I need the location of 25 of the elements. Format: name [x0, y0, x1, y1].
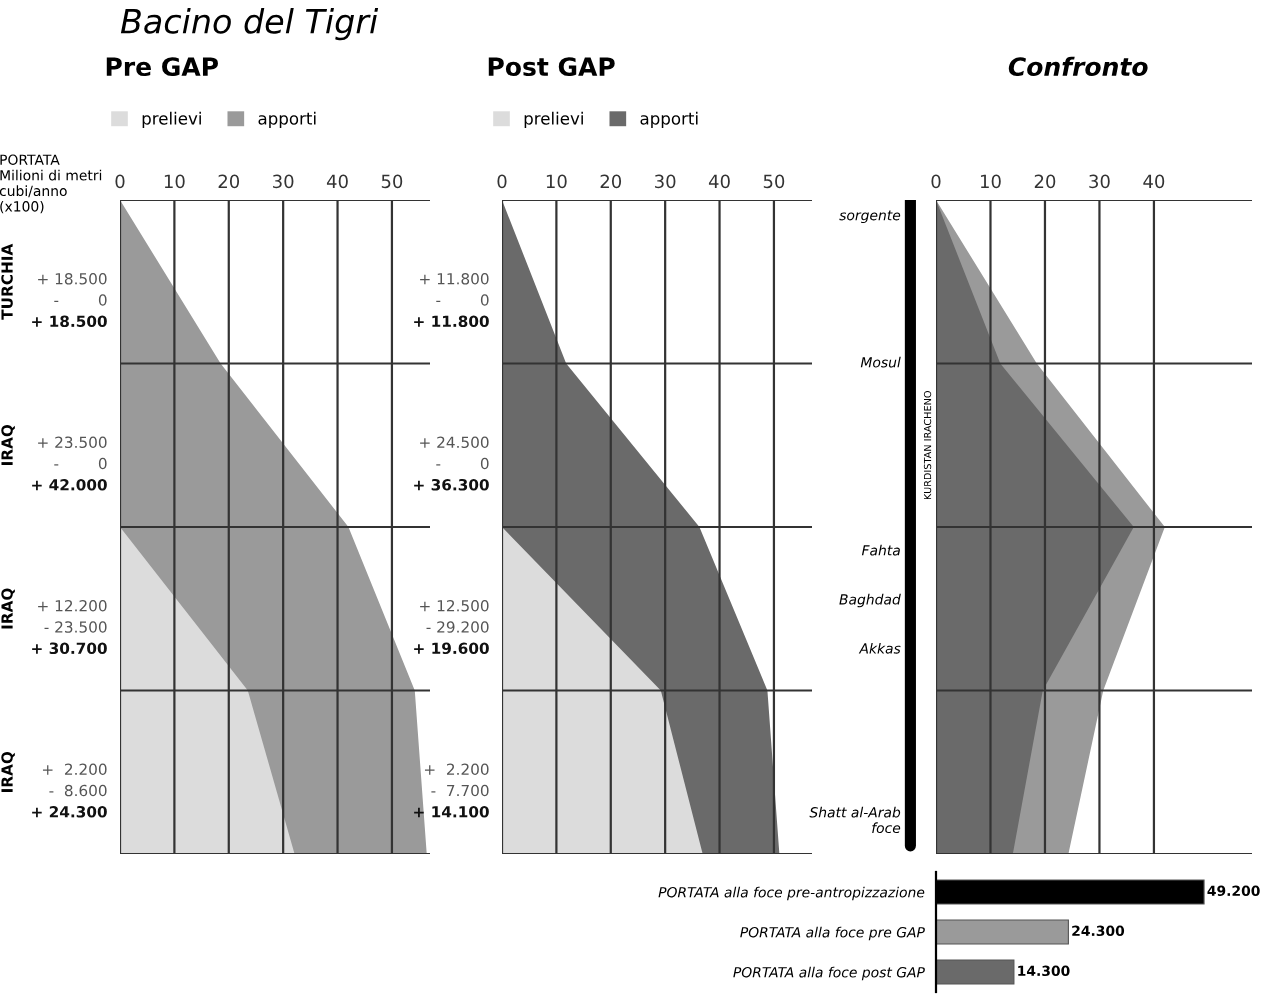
x-tick-label: 50: [763, 174, 785, 189]
x-tick-label: 30: [655, 174, 676, 189]
x-tick-label: 40: [708, 174, 730, 189]
x-tick-label: 10: [164, 174, 185, 189]
x-tick-label: 30: [273, 174, 294, 189]
legend-label: prelievi: [524, 111, 583, 128]
x-tick-label: 30: [1089, 174, 1110, 189]
x-tick-label: 50: [381, 174, 403, 189]
x-tick-label: 0: [115, 174, 125, 189]
x-tick-label: 40: [1143, 174, 1165, 189]
x-tick-label: 20: [218, 174, 240, 189]
legend-label: apporti: [640, 111, 698, 128]
x-tick-label: 10: [546, 174, 567, 189]
x-tick-label: 20: [600, 174, 622, 189]
chart-title: Post GAP: [488, 57, 615, 77]
x-tick-label: 0: [497, 174, 507, 189]
text: Bacino del Tigri: [120, 8, 379, 41]
x-tick-label: 20: [1034, 174, 1056, 189]
legend-label: apporti: [258, 111, 316, 128]
chart-title: Pre GAP: [106, 57, 218, 77]
legend-label: prelievi: [142, 111, 201, 128]
x-tick-label: 10: [980, 174, 1001, 189]
chart-title: Confronto: [1008, 56, 1148, 77]
x-tick-label: 0: [931, 174, 941, 189]
x-tick-label: 40: [326, 174, 348, 189]
